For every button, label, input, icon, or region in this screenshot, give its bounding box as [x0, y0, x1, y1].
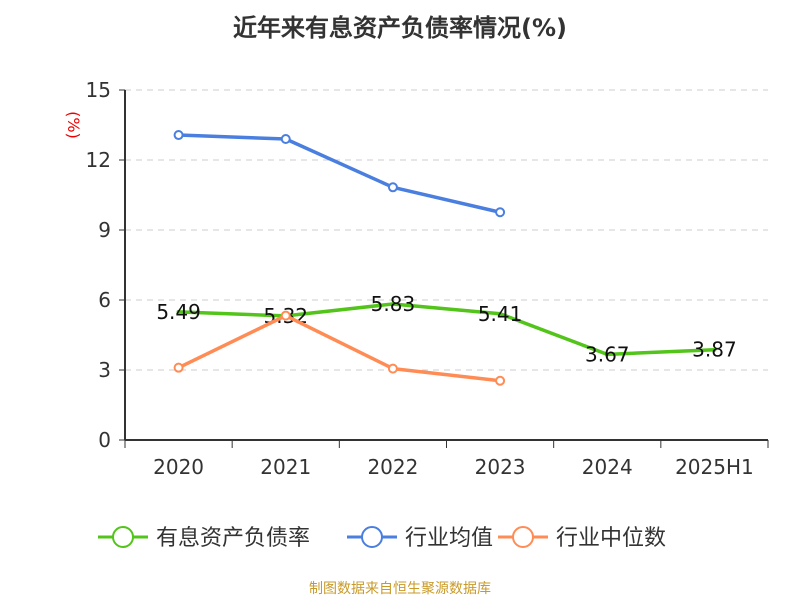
x-tick-label: 2023 [475, 455, 526, 479]
series-line-2 [177, 313, 501, 383]
y-tick-label: 15 [86, 78, 111, 102]
legend-label: 有息资产负债率 [156, 526, 310, 551]
x-tick-label: 2021 [260, 455, 311, 479]
data-point [176, 309, 181, 314]
data-point [280, 134, 291, 144]
x-tick-label: 2020 [153, 455, 204, 479]
y-tick-label: 6 [98, 288, 111, 312]
legend-label: 行业均值 [405, 526, 493, 551]
x-tick-label: 2022 [367, 455, 418, 479]
data-point [390, 301, 395, 306]
source-note: 制图数据来自恒生聚源数据库 [309, 581, 491, 597]
y-tick-label: 9 [98, 218, 111, 242]
series-line-0 [178, 302, 715, 357]
y-tick-label: 0 [98, 428, 111, 452]
data-label: 5.49 [156, 300, 201, 324]
y-tick-label: 12 [86, 148, 111, 172]
data-point [280, 310, 291, 321]
data-point [173, 130, 184, 141]
data-point [387, 363, 398, 374]
x-tick-label: 2024 [582, 455, 633, 479]
legend-label: 行业中位数 [556, 526, 666, 551]
legend-marker [512, 526, 534, 548]
series-line-1 [178, 133, 501, 214]
legend-marker [112, 526, 134, 548]
data-label: 3.67 [585, 342, 630, 366]
data-point [495, 375, 506, 386]
data-label: 5.83 [371, 292, 416, 316]
y-tick-label: 3 [98, 358, 111, 382]
chart-title: 近年来有息资产负债率情况(%) [233, 14, 567, 42]
y-axis-label: (%) [64, 111, 83, 139]
data-point [605, 352, 610, 357]
data-point [712, 347, 717, 352]
data-point [387, 182, 398, 193]
data-label: 3.87 [692, 338, 737, 362]
data-point [495, 207, 506, 218]
data-label: 5.41 [478, 302, 523, 326]
data-point [498, 311, 503, 316]
data-point [173, 362, 184, 373]
legend-marker [361, 526, 383, 548]
x-tick-label: 2025H1 [675, 455, 754, 479]
